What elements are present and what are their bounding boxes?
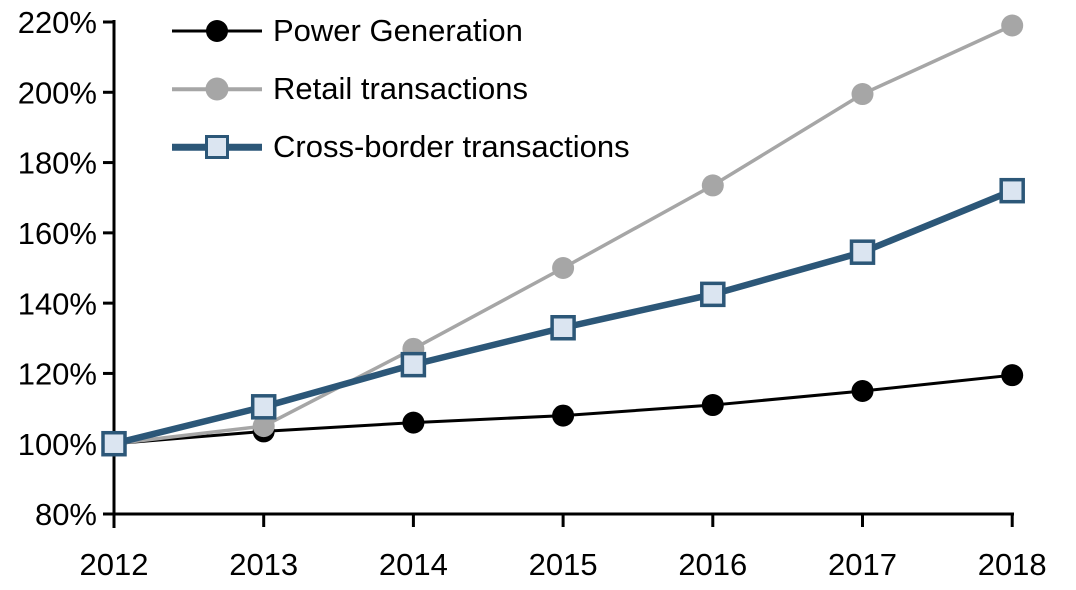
data-point-power-generation: [552, 404, 575, 427]
x-tick-label: 2015: [529, 547, 598, 582]
legend-label: Cross-border transactions: [273, 129, 630, 164]
y-tick-label: 220%: [18, 5, 97, 40]
x-tick-label: 2018: [978, 547, 1047, 582]
data-point-cross-border-transactions: [101, 430, 127, 457]
y-tick-label: 100%: [18, 427, 97, 462]
x-tick-label: 2016: [678, 547, 747, 582]
y-tick-label: 140%: [18, 286, 97, 321]
y-tick-label: 180%: [18, 146, 97, 181]
legend-marker-power-generation: [172, 16, 262, 46]
legend-label: Power Generation: [273, 13, 523, 48]
data-point-retail-transactions: [552, 257, 575, 279]
square-marker-icon: [205, 135, 229, 159]
legend-item-cross-border-transactions: Cross-border transactions: [172, 125, 630, 169]
y-tick-label: 200%: [18, 75, 97, 110]
data-point-power-generation: [851, 380, 874, 402]
legend-marker-retail-transactions: [172, 74, 262, 104]
data-point-cross-border-transactions: [999, 177, 1025, 204]
data-point-cross-border-transactions: [400, 351, 427, 378]
data-point-power-generation: [701, 394, 724, 417]
circle-marker-icon: [205, 77, 229, 101]
x-tick-label: 2014: [379, 547, 448, 582]
circle-marker-icon: [206, 20, 228, 42]
data-point-power-generation: [402, 411, 425, 434]
x-tick-label: 2013: [229, 547, 298, 582]
legend-item-retail-transactions: Retail transactions: [172, 67, 528, 111]
data-point-cross-border-transactions: [849, 239, 876, 265]
legend-label: Retail transactions: [273, 71, 529, 106]
data-point-retail-transactions: [252, 415, 275, 438]
y-tick-label: 120%: [18, 357, 97, 392]
data-point-retail-transactions: [851, 83, 874, 106]
x-tick-label: 2012: [80, 547, 149, 582]
legend-marker-cross-border-transactions: [172, 132, 262, 162]
data-point-cross-border-transactions: [700, 281, 726, 308]
y-tick-label: 160%: [18, 216, 97, 251]
legend-item-power-generation: Power Generation: [172, 9, 523, 53]
data-point-cross-border-transactions: [550, 314, 576, 341]
x-tick-label: 2017: [828, 547, 897, 582]
y-tick-label: 80%: [35, 497, 97, 532]
data-point-power-generation: [1001, 364, 1024, 387]
data-point-cross-border-transactions: [250, 394, 277, 420]
data-point-retail-transactions: [1001, 14, 1024, 37]
data-point-retail-transactions: [701, 174, 724, 197]
